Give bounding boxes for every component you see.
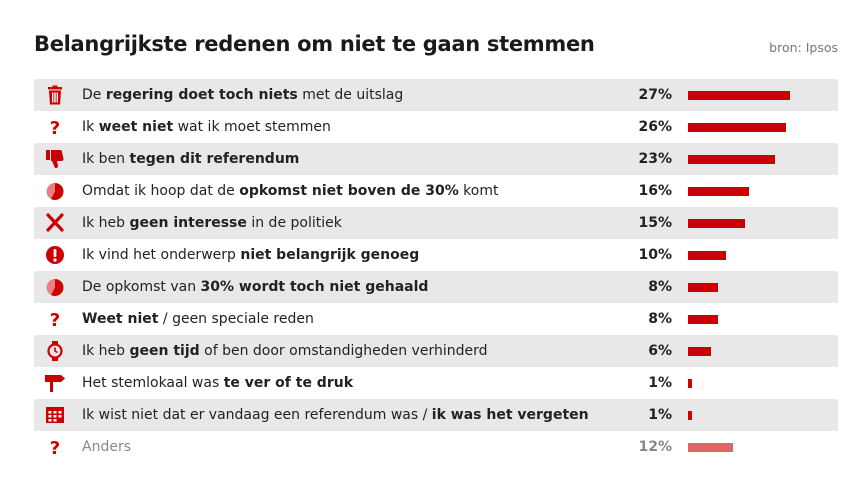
bar xyxy=(688,347,711,356)
watch-icon xyxy=(44,341,66,361)
category-label: Anders xyxy=(82,431,131,463)
pie-icon xyxy=(44,181,66,201)
category-label-segment: niet belangrijk genoeg xyxy=(240,247,420,263)
value-label: 1% xyxy=(648,375,672,391)
category-label: Ik vind het onderwerp niet belangrijk ge… xyxy=(82,239,419,271)
category-label-segment: komt xyxy=(458,183,499,199)
chart-row: ? Weet niet / geen speciale reden 8% xyxy=(34,303,838,335)
calendar-icon xyxy=(44,405,66,425)
bar xyxy=(688,219,745,228)
bar xyxy=(688,251,726,260)
chart-title: Belangrijkste redenen om niet te gaan st… xyxy=(34,32,595,56)
bar xyxy=(688,123,786,132)
category-label-segment: tegen dit referendum xyxy=(129,151,300,167)
category-label-segment: Ik wist niet dat er vandaag een referend… xyxy=(82,407,432,423)
category-label-segment: te ver of te druk xyxy=(223,375,354,391)
exclamation-icon xyxy=(44,245,66,265)
category-label-segment: ik was het vergeten xyxy=(431,407,589,423)
category-label-segment: Weet niet xyxy=(82,311,159,327)
x-icon xyxy=(44,213,66,233)
value-label: 27% xyxy=(638,87,672,103)
chart-row: Ik wist niet dat er vandaag een referend… xyxy=(34,399,838,431)
bar xyxy=(688,379,692,388)
category-label-segment: weet niet xyxy=(98,119,174,135)
category-label-segment: geen interesse xyxy=(129,215,247,231)
chart-row: ? Anders 12% xyxy=(34,431,838,463)
category-label-segment: in de politiek xyxy=(246,215,342,231)
category-label: Ik wist niet dat er vandaag een referend… xyxy=(82,399,589,431)
category-label: Ik heb geen interesse in de politiek xyxy=(82,207,342,239)
value-label: 23% xyxy=(638,151,672,167)
trash-icon xyxy=(44,85,66,105)
category-label-segment: De opkomst van xyxy=(82,279,201,295)
category-label-segment: 30% wordt toch niet gehaald xyxy=(200,279,429,295)
chart-row: Ik heb geen tijd of ben door omstandighe… xyxy=(34,335,838,367)
category-label-segment: Ik heb xyxy=(82,215,130,231)
value-label: 10% xyxy=(638,247,672,263)
chart-row: De regering doet toch niets met de uitsl… xyxy=(34,79,838,111)
value-label: 1% xyxy=(648,407,672,423)
bar xyxy=(688,155,775,164)
category-label-segment: Ik heb xyxy=(82,343,130,359)
category-label-segment: of ben door omstandigheden verhinderd xyxy=(199,343,488,359)
category-label: Ik ben tegen dit referendum xyxy=(82,143,299,175)
category-label-segment: met de uitslag xyxy=(297,87,404,103)
category-label: De regering doet toch niets met de uitsl… xyxy=(82,79,403,111)
category-label-segment: regering doet toch niets xyxy=(105,87,298,103)
bar xyxy=(688,443,733,452)
category-label-segment: Omdat ik hoop dat de xyxy=(82,183,240,199)
value-label: 15% xyxy=(638,215,672,231)
bar xyxy=(688,187,749,196)
category-label: Omdat ik hoop dat de opkomst niet boven … xyxy=(82,175,499,207)
category-label: De opkomst van 30% wordt toch niet gehaa… xyxy=(82,271,428,303)
value-label: 6% xyxy=(648,343,672,359)
category-label-segment: Ik ben xyxy=(82,151,130,167)
value-label: 16% xyxy=(638,183,672,199)
bar-chart: De regering doet toch niets met de uitsl… xyxy=(34,79,838,463)
source-label: bron: Ipsos xyxy=(769,40,838,55)
chart-row: Ik vind het onderwerp niet belangrijk ge… xyxy=(34,239,838,271)
category-label: Het stemlokaal was te ver of te druk xyxy=(82,367,353,399)
bar xyxy=(688,411,692,420)
svg-text:?: ? xyxy=(50,438,60,457)
category-label-segment: Anders xyxy=(82,439,131,455)
value-label: 12% xyxy=(638,439,672,455)
category-label-segment: Het stemlokaal was xyxy=(82,375,224,391)
signpost-icon xyxy=(44,373,66,393)
category-label-segment: De xyxy=(82,87,106,103)
category-label-segment: Ik vind het onderwerp xyxy=(82,247,241,263)
category-label-segment: Ik xyxy=(82,119,99,135)
bar xyxy=(688,283,718,292)
chart-row: Omdat ik hoop dat de opkomst niet boven … xyxy=(34,175,838,207)
pie-icon xyxy=(44,277,66,297)
chart-row: ? Ik weet niet wat ik moet stemmen 26% xyxy=(34,111,838,143)
question-icon: ? xyxy=(44,309,66,329)
question-icon: ? xyxy=(44,437,66,457)
svg-text:?: ? xyxy=(50,310,60,329)
category-label-segment: opkomst niet boven de 30% xyxy=(239,183,459,199)
svg-text:?: ? xyxy=(50,118,60,137)
value-label: 8% xyxy=(648,311,672,327)
bar xyxy=(688,91,790,100)
chart-row: De opkomst van 30% wordt toch niet gehaa… xyxy=(34,271,838,303)
category-label: Weet niet / geen speciale reden xyxy=(82,303,314,335)
category-label-segment: / geen speciale reden xyxy=(158,311,314,327)
value-label: 26% xyxy=(638,119,672,135)
chart-row: Het stemlokaal was te ver of te druk 1% xyxy=(34,367,838,399)
bar xyxy=(688,315,718,324)
category-label: Ik heb geen tijd of ben door omstandighe… xyxy=(82,335,487,367)
value-label: 8% xyxy=(648,279,672,295)
category-label: Ik weet niet wat ik moet stemmen xyxy=(82,111,331,143)
category-label-segment: wat ik moet stemmen xyxy=(173,119,331,135)
thumbs-down-icon xyxy=(44,149,66,169)
question-icon: ? xyxy=(44,117,66,137)
chart-row: Ik heb geen interesse in de politiek 15% xyxy=(34,207,838,239)
chart-row: Ik ben tegen dit referendum 23% xyxy=(34,143,838,175)
category-label-segment: geen tijd xyxy=(129,343,200,359)
